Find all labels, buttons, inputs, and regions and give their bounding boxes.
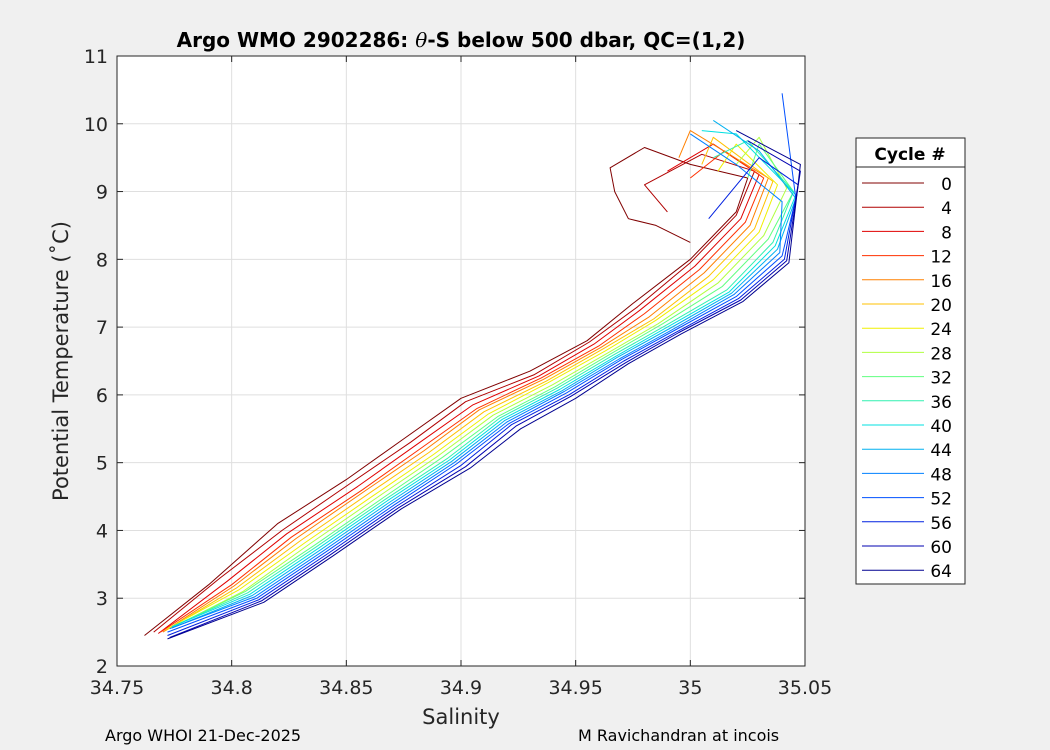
legend-box bbox=[855, 137, 966, 585]
legend-label-60: 60 bbox=[930, 538, 952, 558]
y-tick-label: 11 bbox=[84, 46, 108, 68]
legend-label-8: 8 bbox=[941, 223, 952, 243]
x-tick-label: 34.75 bbox=[90, 677, 144, 699]
series-line-cycle-4 bbox=[153, 153, 755, 633]
legend-label-64: 64 bbox=[930, 562, 952, 582]
legend-label-12: 12 bbox=[930, 248, 952, 268]
series-line-cycle-12 bbox=[160, 150, 765, 633]
series-line-cycle-20 bbox=[164, 136, 774, 632]
y-tick-label: 6 bbox=[96, 385, 108, 407]
series-line-cycle-36 bbox=[171, 140, 794, 628]
y-tick-label: 9 bbox=[96, 182, 108, 204]
series-layer bbox=[144, 93, 801, 640]
series-line-cycle-56 bbox=[167, 157, 799, 636]
y-tick-label: 3 bbox=[96, 588, 108, 610]
axis-ticks: 34.75 34.8 34.85 34.9 34.95 35 35.05 2 3 4 5 6 7 8 9 10… bbox=[84, 46, 832, 699]
legend-label-28: 28 bbox=[930, 344, 952, 364]
x-tick-label: 35.05 bbox=[778, 677, 832, 699]
series-line-cycle-0 bbox=[144, 147, 749, 636]
series-line-cycle-52 bbox=[167, 93, 797, 633]
legend-label-52: 52 bbox=[930, 490, 952, 510]
series-line-cycle-64 bbox=[167, 130, 801, 640]
y-tick-label: 7 bbox=[96, 317, 108, 339]
series-line-cycle-32 bbox=[171, 143, 794, 628]
legend-label-20: 20 bbox=[930, 296, 952, 316]
legend-label-4: 4 bbox=[941, 199, 952, 219]
series-line-cycle-60 bbox=[169, 140, 801, 638]
series-line-cycle-48 bbox=[169, 133, 783, 630]
y-tick-label: 4 bbox=[96, 520, 108, 542]
legend-label-48: 48 bbox=[930, 465, 952, 485]
y-tick-label: 5 bbox=[96, 453, 108, 475]
series-line-cycle-24 bbox=[167, 143, 778, 630]
y-axis-label: Potential Temperature (˚C) bbox=[49, 221, 73, 501]
series-line-cycle-8 bbox=[157, 143, 760, 634]
legend-label-0: 0 bbox=[941, 175, 952, 195]
legend-label-36: 36 bbox=[930, 393, 952, 413]
chart-title-theta: θ bbox=[415, 28, 427, 52]
legend-label-40: 40 bbox=[930, 417, 952, 437]
footer-left: Argo WHOI 21-Dec-2025 bbox=[105, 726, 302, 745]
legend-label-24: 24 bbox=[930, 320, 952, 340]
chart-title: Argo WMO 2902286: θ-S below 500 dbar, QC… bbox=[177, 28, 746, 52]
x-tick-label: 34.95 bbox=[548, 677, 602, 699]
series-line-cycle-44 bbox=[171, 119, 797, 629]
x-tick-label: 34.85 bbox=[319, 677, 373, 699]
series-line-cycle-40 bbox=[171, 130, 797, 628]
y-tick-label: 10 bbox=[84, 114, 108, 136]
legend-label-56: 56 bbox=[930, 514, 952, 534]
x-tick-label: 34.9 bbox=[440, 677, 482, 699]
chart-title-suffix: -S below 500 dbar, QC=(1,2) bbox=[427, 28, 745, 52]
footer-right: M Ravichandran at incois bbox=[578, 726, 780, 745]
x-axis-label: Salinity bbox=[422, 705, 500, 729]
series-line-cycle-16 bbox=[162, 130, 769, 633]
chart-title-prefix: Argo WMO 2902286: bbox=[177, 28, 416, 52]
legend-label-32: 32 bbox=[930, 369, 952, 389]
legend-label-44: 44 bbox=[930, 441, 952, 461]
legend-label-16: 16 bbox=[930, 272, 952, 292]
y-tick-label: 8 bbox=[96, 249, 108, 271]
y-tick-label: 2 bbox=[96, 656, 108, 678]
series-line-cycle-28 bbox=[169, 136, 788, 630]
x-tick-label: 34.8 bbox=[211, 677, 253, 699]
legend-title: Cycle # bbox=[874, 145, 945, 165]
x-tick-label: 35 bbox=[678, 677, 702, 699]
